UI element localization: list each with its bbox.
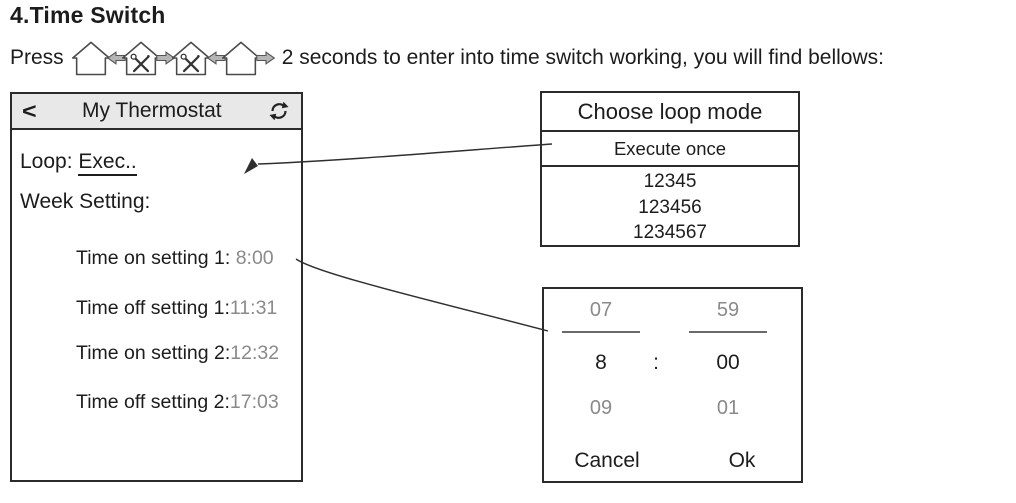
press-instruction-row: Press (10, 33, 884, 83)
time-off-1-label: Time off setting 1: (76, 297, 230, 319)
time-on-2-value[interactable]: 12:32 (230, 342, 280, 364)
loop-option-execute-once[interactable]: Execute once (542, 132, 798, 167)
press-instruction-text: 2 seconds to enter into time switch work… (281, 46, 884, 69)
refresh-icon[interactable] (267, 99, 291, 123)
loop-label: Loop: (20, 150, 73, 173)
hour-selected[interactable]: 8 (595, 351, 607, 374)
time-off-2-value[interactable]: 17:03 (229, 391, 279, 413)
arrow-right-icon (255, 51, 275, 65)
loop-option[interactable]: 1234567 (633, 222, 707, 243)
loop-value-link[interactable]: Exec.. (78, 150, 137, 176)
arrow-right-icon (155, 51, 175, 65)
time-setting-row: Time off setting 2:17:03 (76, 391, 279, 414)
hour-next[interactable]: 09 (589, 397, 613, 419)
minute-selected[interactable]: 00 (716, 351, 740, 374)
loop-mode-dialog: Choose loop mode Execute once 12345 1234… (540, 91, 800, 247)
time-off-2-label: Time off setting 2: (76, 391, 230, 413)
thermostat-screen: < My Thermostat Loop: Exec.. Week Settin… (10, 92, 303, 482)
loop-row: Loop: Exec.. (20, 150, 137, 176)
cancel-button[interactable]: Cancel (574, 449, 640, 472)
arrow-left-icon (206, 51, 226, 65)
thermostat-title: My Thermostat (81, 99, 222, 122)
ok-button[interactable]: Ok (728, 449, 756, 472)
loop-option[interactable]: 123456 (638, 196, 702, 218)
press-label: Press (10, 46, 64, 69)
minute-prev[interactable]: 59 (716, 299, 740, 321)
loop-option-list: 12345 123456 1234567 (542, 167, 798, 246)
hour-prev[interactable]: 07 (589, 299, 613, 321)
time-on-1-value[interactable]: 8:00 (230, 247, 274, 269)
connector-line-time (295, 258, 549, 332)
home-icon (71, 41, 110, 76)
week-setting-label: Week Setting: (20, 190, 151, 213)
thermostat-header: < My Thermostat (12, 94, 301, 130)
hour-divider (562, 331, 640, 333)
minute-next[interactable]: 01 (716, 397, 740, 419)
loop-option[interactable]: 12345 (643, 171, 697, 192)
arrow-left-icon (106, 51, 126, 65)
time-on-2-label: Time on setting 2: (76, 342, 231, 364)
home-icon (221, 41, 260, 76)
section-title: 4.Time Switch (10, 2, 166, 28)
time-off-1-value[interactable]: 11:31 (229, 297, 278, 319)
time-setting-row: Time on setting 1: 8:00 (76, 247, 274, 270)
loop-mode-dialog-title: Choose loop mode (542, 93, 798, 132)
time-picker-dialog: 07 59 8 : 00 09 01 Cancel Ok (542, 287, 803, 483)
back-icon[interactable]: < (22, 97, 37, 124)
time-setting-row: Time off setting 1:11:31 (76, 297, 277, 320)
home-tools-icon (171, 41, 210, 76)
time-setting-row: Time on setting 2:12:32 (76, 342, 279, 365)
time-separator: : (653, 351, 659, 374)
minute-divider (689, 331, 767, 333)
home-tools-icon (121, 41, 160, 76)
time-on-1-label: Time on setting 1: (76, 247, 231, 269)
